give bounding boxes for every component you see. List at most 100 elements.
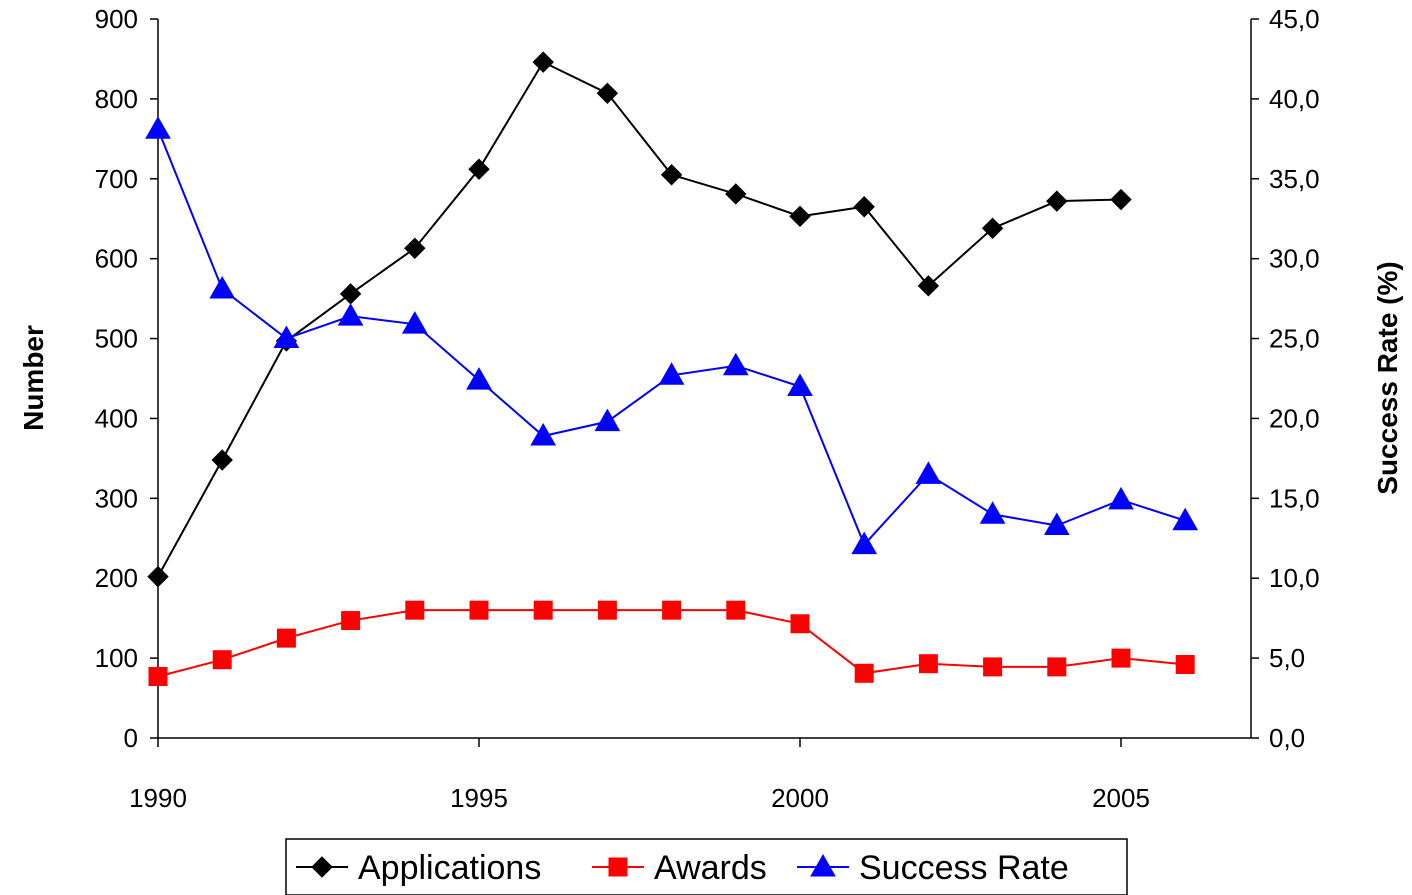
success-rate-point	[1043, 512, 1070, 535]
success-rate-point	[658, 362, 685, 385]
awards-point	[662, 600, 682, 620]
awards-point	[1111, 648, 1131, 668]
left-tick-label: 500	[95, 324, 138, 354]
legend-label: Applications	[358, 849, 541, 887]
applications-point	[725, 183, 747, 205]
success-rate-point	[337, 303, 364, 326]
legend-item-awards: Awards	[592, 849, 767, 887]
awards-point	[597, 600, 617, 620]
right-y-axis: 0,0 5,0 10,0 15,0 20,0 25,0 30,0 35,0 40,0 45,0	[1250, 4, 1320, 753]
left-tick-label: 200	[95, 563, 138, 593]
awards-point	[276, 628, 296, 648]
right-tick-label: 15,0	[1269, 483, 1320, 513]
awards-point	[405, 600, 425, 620]
legend-marker	[810, 853, 836, 877]
success-rate-point	[851, 531, 878, 555]
applications-point	[339, 283, 362, 305]
left-tick-label: 100	[95, 643, 138, 673]
applications-point	[532, 51, 554, 73]
right-tick-label: 25,0	[1269, 324, 1320, 354]
awards-point	[983, 657, 1003, 677]
left-y-ticks: 0 100 200 300 400 500 600 700 800 900	[95, 4, 158, 753]
applications-point	[211, 449, 233, 471]
awards-point	[1047, 657, 1067, 677]
applications-point	[147, 565, 169, 588]
y-axis-title: Number	[18, 325, 49, 431]
success-rate-point	[722, 352, 749, 376]
awards-point	[148, 666, 168, 686]
success-rate-point	[145, 116, 171, 139]
success-rate-point	[530, 423, 557, 446]
right-tick-label: 35,0	[1269, 164, 1320, 194]
applications-point	[404, 237, 426, 259]
awards-point	[469, 600, 489, 620]
series-awards	[148, 600, 1195, 686]
left-tick-label: 900	[95, 4, 138, 34]
left-tick-label: 0	[124, 723, 138, 753]
legend-marker	[608, 857, 628, 877]
success-rate-point	[1108, 486, 1134, 510]
applications-point	[1110, 188, 1132, 211]
right-tick-label: 5,0	[1269, 643, 1305, 673]
legend-marker	[311, 856, 333, 878]
series-applications	[147, 51, 1132, 588]
awards-point	[533, 600, 553, 620]
success-rate-line	[157, 128, 1186, 547]
left-tick-label: 600	[95, 244, 138, 274]
left-tick-label: 800	[95, 84, 138, 114]
x-tick-label: 1990	[129, 783, 187, 813]
legend-item-success-rate: Success Rate	[797, 849, 1069, 887]
success-rate-point	[209, 276, 236, 299]
applications-point	[789, 205, 811, 228]
right-tick-label: 10,0	[1269, 563, 1320, 593]
legend-label: Awards	[654, 849, 767, 887]
right-tick-label: 40,0	[1269, 84, 1320, 114]
x-tick-label: 2005	[1092, 783, 1150, 813]
success-rate-point	[979, 501, 1006, 524]
applications-point	[917, 275, 940, 297]
success-rate-point	[273, 325, 300, 349]
success-rate-point	[1172, 507, 1199, 531]
right-tick-label: 0,0	[1269, 723, 1305, 753]
success-rate-point	[787, 373, 813, 396]
x-tick-label: 2000	[771, 783, 829, 813]
success-rate-point	[466, 367, 492, 390]
left-tick-label: 400	[95, 403, 138, 433]
right-tick-label: 30,0	[1269, 244, 1320, 274]
left-tick-label: 300	[95, 483, 138, 513]
awards-line	[157, 609, 1186, 678]
legend-item-applications: Applications	[296, 849, 541, 887]
success-rate-point	[915, 461, 942, 484]
legend-label: Success Rate	[859, 849, 1069, 887]
applications-point	[1046, 190, 1068, 212]
awards-point	[854, 663, 874, 683]
legend: Applications Awards Success Rate	[285, 838, 1128, 895]
legend-items: Applications Awards Success Rate	[296, 849, 1069, 887]
applications-point	[853, 196, 875, 218]
right-tick-label: 20,0	[1269, 403, 1320, 433]
awards-point	[726, 600, 746, 620]
awards-point	[1175, 655, 1195, 675]
applications-point	[596, 82, 619, 105]
applications-line	[157, 60, 1122, 578]
applications-point	[660, 164, 683, 186]
right-y-ticks: 0,0 5,0 10,0 15,0 20,0 25,0 30,0 35,0 40,0 45,0	[1251, 4, 1320, 753]
y2-axis-title: Success Rate (%)	[1372, 261, 1403, 494]
awards-point	[212, 650, 232, 670]
awards-point	[341, 611, 361, 631]
awards-point	[790, 614, 810, 634]
awards-point	[918, 654, 938, 674]
success-rate-point	[594, 408, 621, 432]
left-y-axis: 0 100 200 300 400 500 600 700 800 900	[95, 4, 159, 753]
success-rate-point	[401, 311, 428, 334]
applications-point	[981, 217, 1004, 240]
series-success-rate	[145, 116, 1199, 555]
x-axis: 1990 1995 2000 2005	[129, 737, 1251, 813]
plot-series	[145, 51, 1199, 686]
legend-box	[285, 838, 1128, 895]
x-tick-label: 1995	[450, 783, 508, 813]
x-ticks: 1990 1995 2000 2005	[129, 738, 1150, 813]
right-tick-label: 45,0	[1269, 4, 1320, 34]
left-tick-label: 700	[95, 164, 138, 194]
